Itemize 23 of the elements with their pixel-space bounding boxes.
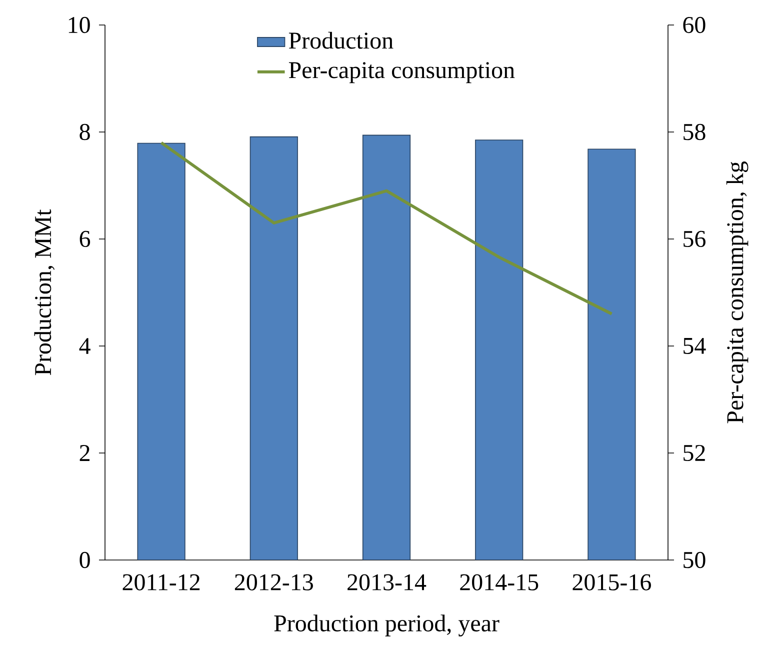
x-axis-title: Production period, year <box>274 614 500 636</box>
y-tick-label: 8 <box>80 124 90 140</box>
legend-label: Production <box>288 32 394 49</box>
y2-tick-label: 56 <box>684 230 706 248</box>
y2-tick-label: 54 <box>684 338 706 354</box>
y2-tick-label: 50 <box>684 552 706 568</box>
y-tick-label: 6 <box>80 230 90 248</box>
y2-axis-title: Per-capita consumption, kg <box>726 162 748 424</box>
x-tick-label: 2013-14 <box>348 574 426 590</box>
y2-tick-label: 60 <box>683 16 706 34</box>
x-tick-label: 2014-15 <box>460 574 538 590</box>
x-tick-label: 2015-16 <box>572 574 651 590</box>
y-tick-label: 2 <box>80 445 90 461</box>
x-tick-label: 2011-12 <box>122 574 200 590</box>
y-tick-label: 10 <box>68 16 90 34</box>
y2-tick-label: 58 <box>684 124 706 140</box>
y-axis-title: Production, MMt <box>34 209 55 376</box>
y-tick-label: 0 <box>80 552 90 568</box>
y-tick-label: 4 <box>79 338 90 354</box>
line-series <box>160 141 614 316</box>
y2-tick-label: 52 <box>684 444 705 462</box>
x-tick-label: 2012-13 <box>234 574 313 590</box>
legend-label: Per-capita consumption <box>288 62 515 84</box>
